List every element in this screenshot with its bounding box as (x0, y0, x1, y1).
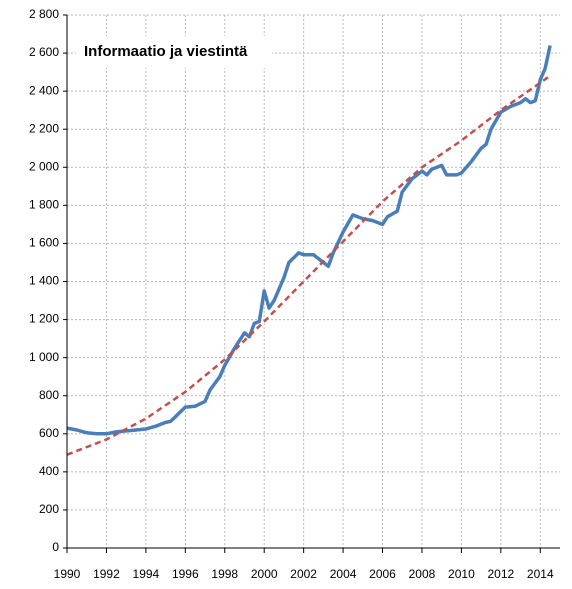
y-tick-label: 1 800 (29, 198, 59, 212)
y-tick-label: 1 600 (29, 236, 59, 250)
y-tick-label: 600 (39, 426, 59, 440)
y-tick-label: 2 000 (29, 159, 59, 173)
y-tick-label: 1 400 (29, 274, 59, 288)
grid (66, 14, 560, 549)
series-line (66, 45, 552, 436)
y-tick-label: 2 200 (29, 121, 59, 135)
annotation: Informaatio ja viestintä (84, 43, 248, 60)
x-tick-label: 1992 (93, 567, 120, 581)
x-tick-label: 1990 (54, 567, 81, 581)
y-tick-label: 2 800 (29, 7, 59, 21)
x-tick-label: 2012 (487, 567, 514, 581)
x-tick-label: 2004 (330, 567, 357, 581)
y-tick-label: 200 (39, 502, 59, 516)
x-tick-label: 2006 (369, 567, 396, 581)
y-tick-label: 1 200 (29, 312, 59, 326)
x-tick-label: 1998 (211, 567, 238, 581)
y-tick-label: 0 (52, 540, 59, 554)
y-tick-label: 2 600 (29, 45, 59, 59)
y-tick-label: 800 (39, 388, 59, 402)
x-tick-label: 2008 (409, 567, 436, 581)
x-tick-label: 1994 (133, 567, 160, 581)
series-line (66, 74, 551, 456)
y-tick-label: 400 (39, 464, 59, 478)
annotation-box (76, 36, 272, 68)
marks (66, 45, 552, 456)
x-tick-label: 2002 (290, 567, 317, 581)
y-tick-label: 1 000 (29, 350, 59, 364)
x-tick-label: 2014 (527, 567, 554, 581)
x-tick-label: 2010 (448, 567, 475, 581)
x-tick-label: 1996 (172, 567, 199, 581)
y-tick-label: 2 400 (29, 83, 59, 97)
x-tick-label: 2000 (251, 567, 278, 581)
